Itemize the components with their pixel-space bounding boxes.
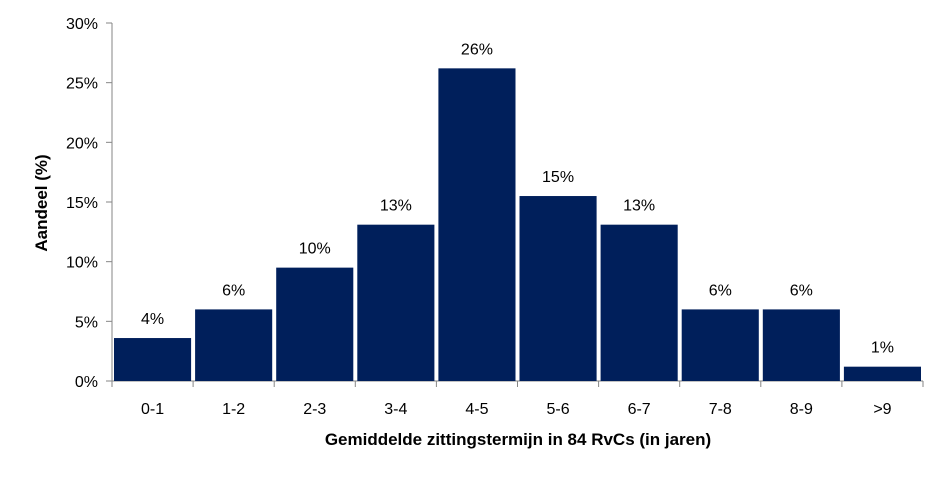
y-tick-label: 10% [66,255,98,272]
data-label: 10% [299,241,331,258]
bar [114,338,192,381]
data-label: 13% [380,198,412,215]
data-label: 15% [542,169,574,186]
bar [357,224,435,381]
x-tick-label: >9 [873,401,891,418]
y-axis-title: Aandeel (%) [32,154,51,251]
y-tick-label: 20% [66,135,98,152]
x-tick-label: 4-5 [465,401,488,418]
x-tick-label: 3-4 [384,401,407,418]
y-tick-label: 0% [75,374,98,391]
bar [438,68,516,381]
bar [600,224,678,381]
bar [762,309,840,381]
data-labels: 4% 6% 10% 13% 26% 15% 13% 6% 6% 1% [141,41,894,356]
y-tick-label: 30% [66,16,98,33]
data-label: 6% [222,282,245,299]
x-tick-label: 1-2 [222,401,245,418]
bar [276,267,354,381]
x-axis-title: Gemiddelde zittingstermijn in 84 RvCs (i… [325,430,711,449]
data-label: 4% [141,311,164,328]
x-tick-label: 5-6 [546,401,569,418]
y-tick-label: 25% [66,76,98,93]
bar [195,309,273,381]
y-tick-label: 5% [75,314,98,331]
data-label: 13% [623,198,655,215]
data-label: 1% [871,340,894,357]
x-axis: 0-1 1-2 2-3 3-4 4-5 5-6 6-7 7-8 8-9 >9 [111,380,924,418]
x-tick-label: 6-7 [628,401,651,418]
x-tick-label: 0-1 [141,401,164,418]
bar [681,309,759,381]
bars [114,68,921,381]
y-tick-label: 15% [66,195,98,212]
bar [843,366,921,381]
y-axis: 0% 5% 10% 15% 20% 25% 30% [66,16,113,391]
data-label: 26% [461,41,493,58]
x-tick-label: 7-8 [709,401,732,418]
data-label: 6% [790,282,813,299]
bar [519,196,597,381]
x-tick-label: 2-3 [303,401,326,418]
x-tick-label: 8-9 [790,401,813,418]
data-label: 6% [709,282,732,299]
